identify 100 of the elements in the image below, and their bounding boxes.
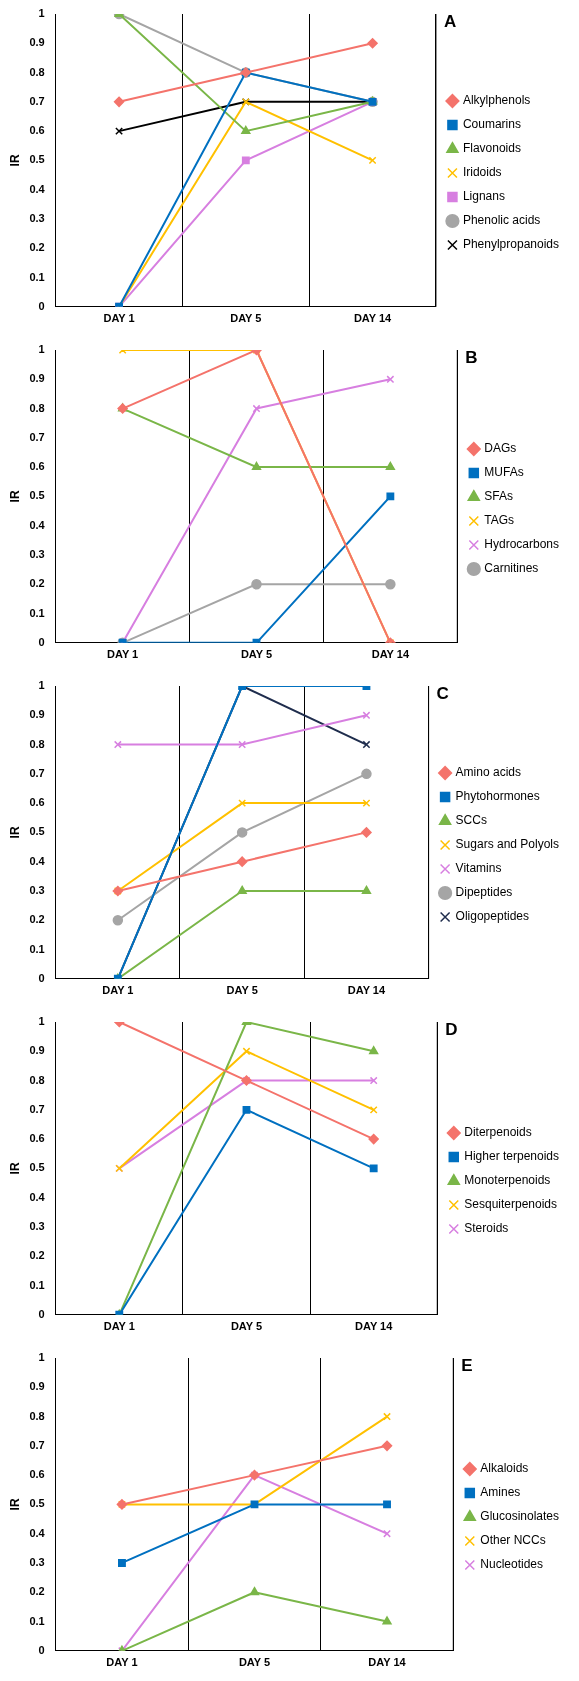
legend-label: Alkylphenols xyxy=(462,93,531,108)
legend-label: Other NCCs xyxy=(480,1533,546,1548)
legend-label: Amines xyxy=(480,1485,521,1500)
legend-label: Monoterpenoids xyxy=(464,1173,551,1188)
y-tick-label: 0 xyxy=(38,299,45,312)
legend-label: TAGs xyxy=(484,513,515,528)
chart-title: A xyxy=(443,12,457,32)
y-tick-label: 0.7 xyxy=(29,94,45,107)
x-tick-label: DAY 14 xyxy=(347,984,386,997)
y-tick-label: 1 xyxy=(38,1015,45,1028)
y-tick-label: 0.4 xyxy=(29,182,46,195)
y-tick-label: 1 xyxy=(38,343,45,356)
y-tick-label: 0.6 xyxy=(29,460,45,473)
legend-label: Vitamins xyxy=(455,861,502,876)
legend-label: Flavonoids xyxy=(462,141,521,156)
x-tick-label: DAY 14 xyxy=(355,1320,394,1333)
legend-label: Sugars and Polyols xyxy=(455,837,560,852)
y-tick-label: 0.8 xyxy=(29,1073,45,1086)
y-tick-label: 0.4 xyxy=(29,1190,46,1203)
y-tick-label: 0.7 xyxy=(29,1102,45,1115)
x-tick-label: DAY 1 xyxy=(106,1656,138,1669)
y-tick-label: 0.1 xyxy=(29,606,45,619)
legend-label: Coumarins xyxy=(462,117,521,132)
y-tick-label: 0.3 xyxy=(29,1219,45,1232)
chart-title: C xyxy=(436,684,449,704)
y-tick-label: 0.2 xyxy=(29,577,45,590)
legend-label: Phytohormones xyxy=(455,789,540,804)
y-tick-label: 0.8 xyxy=(29,65,45,78)
y-tick-label: 1 xyxy=(38,1351,45,1364)
legend-label: Glucosinolates xyxy=(480,1509,560,1524)
x-tick-label: DAY 1 xyxy=(107,648,139,661)
legend-label: Amino acids xyxy=(455,765,521,780)
y-tick-label: 0.7 xyxy=(29,1438,45,1451)
y-tick-label: 0.6 xyxy=(29,1132,45,1145)
y-tick-label: 0.8 xyxy=(29,1409,45,1422)
legend-label: Lignans xyxy=(462,189,505,204)
y-tick-label: 0.5 xyxy=(29,153,45,166)
y-tick-label: 0.3 xyxy=(29,883,45,896)
y-tick-label: 0.6 xyxy=(29,1468,45,1481)
y-tick-label: 0.9 xyxy=(29,372,45,385)
y-tick-label: 0.1 xyxy=(29,942,45,955)
legend-label: SCCs xyxy=(455,813,487,828)
y-tick-label: 0.5 xyxy=(29,1497,45,1510)
x-tick-label: DAY 14 xyxy=(371,648,410,661)
legend-label: DAGs xyxy=(484,441,517,456)
y-axis-title: IR xyxy=(7,826,22,839)
legend-label: Oligopeptides xyxy=(455,909,529,924)
y-tick-label: 0.8 xyxy=(29,401,45,414)
legend-label: Phenylpropanoids xyxy=(462,237,560,252)
legend-label: Hydrocarbons xyxy=(484,537,559,552)
y-tick-label: 0.5 xyxy=(29,489,45,502)
y-tick-label: 0.3 xyxy=(29,211,45,224)
y-tick-label: 0.1 xyxy=(29,270,45,283)
legend-label: Phenolic acids xyxy=(462,213,541,228)
y-tick-label: 0 xyxy=(38,971,45,984)
y-tick-label: 0.7 xyxy=(29,766,45,779)
y-tick-label: 0.1 xyxy=(29,1278,45,1291)
legend-label: Nucleotides xyxy=(480,1557,543,1572)
y-tick-label: 0 xyxy=(38,1307,45,1320)
y-tick-label: 0.2 xyxy=(29,1249,45,1262)
y-axis-title: IR xyxy=(7,1162,22,1175)
x-tick-label: DAY 5 xyxy=(230,312,262,325)
y-tick-label: 0.4 xyxy=(29,854,46,867)
x-tick-label: DAY 5 xyxy=(238,1656,271,1669)
y-tick-label: 0.9 xyxy=(29,708,45,721)
y-tick-label: 0.3 xyxy=(29,547,45,560)
y-tick-label: 0.1 xyxy=(29,1614,45,1627)
x-tick-label: DAY 1 xyxy=(103,1320,135,1333)
chart-title: D xyxy=(445,1020,458,1040)
legend-label: Iridoids xyxy=(462,165,502,180)
legend-label: Sesquiterpenoids xyxy=(464,1197,558,1212)
y-axis-title: IR xyxy=(7,490,22,503)
y-tick-label: 0.2 xyxy=(29,241,45,254)
x-tick-label: DAY 1 xyxy=(102,984,134,997)
y-tick-label: 0 xyxy=(38,635,45,648)
y-tick-label: 1 xyxy=(38,679,45,692)
y-tick-label: 0.5 xyxy=(29,1161,45,1174)
legend-label: Dipeptides xyxy=(455,885,513,900)
y-tick-label: 0.8 xyxy=(29,737,45,750)
x-tick-label: DAY 5 xyxy=(230,1320,263,1333)
legend-label: Diterpenoids xyxy=(464,1125,532,1140)
y-tick-label: 0.7 xyxy=(29,430,45,443)
legend-label: Alkaloids xyxy=(480,1461,529,1476)
y-tick-label: 0.3 xyxy=(29,1555,45,1568)
x-tick-label: DAY 14 xyxy=(353,312,393,325)
y-tick-label: 0 xyxy=(38,1643,45,1656)
x-tick-label: DAY 1 xyxy=(103,312,135,325)
legend-label: Steroids xyxy=(464,1221,509,1236)
y-axis-title: IR xyxy=(7,154,22,167)
y-tick-label: 0.4 xyxy=(29,518,46,531)
y-tick-label: 0.5 xyxy=(29,825,45,838)
y-tick-label: 0.6 xyxy=(29,124,45,137)
x-tick-label: DAY 5 xyxy=(240,648,273,661)
y-axis-title: IR xyxy=(7,1498,22,1511)
legend-label: Carnitines xyxy=(484,561,539,576)
x-tick-label: DAY 5 xyxy=(226,984,258,997)
chart-title: E xyxy=(461,1356,473,1376)
legend-label: Higher terpenoids xyxy=(464,1149,560,1164)
y-tick-label: 0.2 xyxy=(29,913,45,926)
y-tick-label: 0.2 xyxy=(29,1585,45,1598)
